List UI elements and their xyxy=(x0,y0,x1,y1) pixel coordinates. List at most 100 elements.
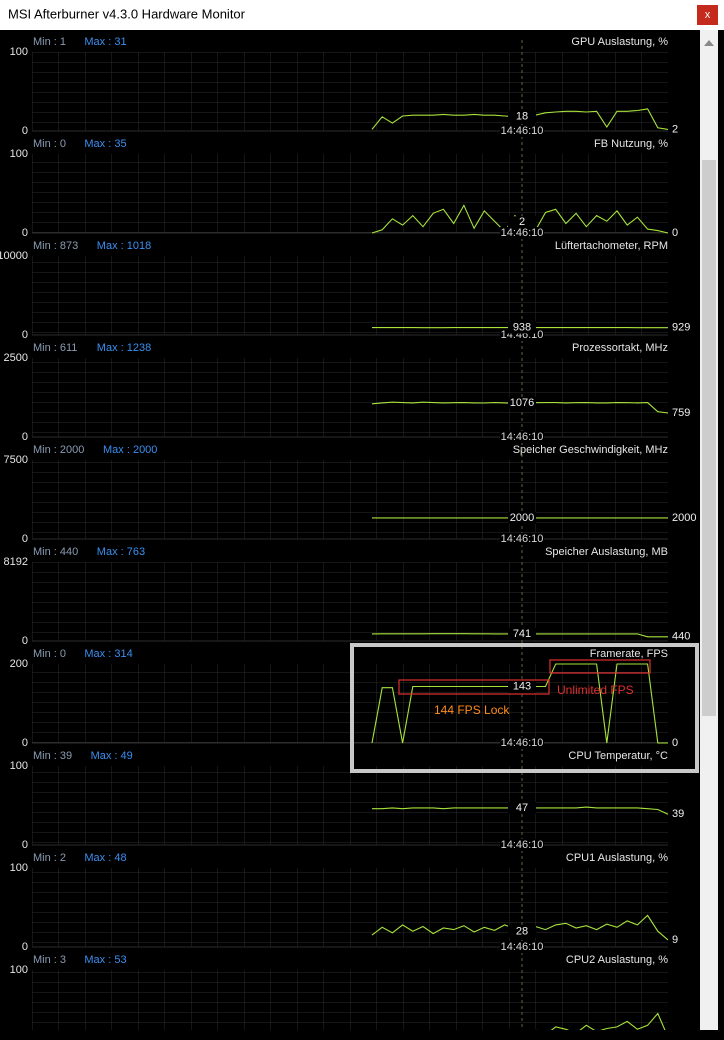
panel-name: Speicher Geschwindigkeit, MHz xyxy=(513,444,668,456)
y-min-label: 0 xyxy=(22,227,28,239)
y-max-label: 8192 xyxy=(4,556,28,568)
min-label: Min : 1 xyxy=(33,36,66,48)
cursor-value-bg xyxy=(508,925,536,938)
cursor-time: 14:46:10 xyxy=(501,737,544,749)
y-max-label: 100 xyxy=(10,760,28,772)
time-bg xyxy=(500,839,544,851)
y-max-label: 2500 xyxy=(4,352,28,364)
plot-area xyxy=(32,256,668,335)
plot-area xyxy=(32,970,668,1030)
plot-area xyxy=(32,766,668,845)
cursor-value: 2000 xyxy=(510,512,534,524)
min-label: Min : 3 xyxy=(33,954,66,966)
annotation: 144 FPS Lock xyxy=(434,703,510,717)
plot-area xyxy=(32,460,668,539)
y-max-label: 10000 xyxy=(0,250,28,262)
min-label: Min : 0 xyxy=(33,648,66,660)
scroll-up[interactable] xyxy=(704,40,714,46)
panel-name: Prozessortakt, MHz xyxy=(572,342,668,354)
cursor-value: 741 xyxy=(513,628,531,640)
min-label: Min : 39 xyxy=(33,750,72,762)
plot-area xyxy=(32,868,668,947)
min-label: Min : 2000 xyxy=(33,444,84,456)
current-value: 440 xyxy=(672,631,690,643)
time-bg xyxy=(500,227,544,239)
cursor-value-bg xyxy=(508,396,536,409)
current-value: 9 xyxy=(672,934,678,946)
max-label: Max : 763 xyxy=(97,546,145,558)
max-label: Max : 1238 xyxy=(97,342,151,354)
plot-area xyxy=(32,154,668,233)
cursor-time: 14:46:10 xyxy=(501,125,544,137)
cursor-value-bg xyxy=(508,801,536,814)
y-min-label: 0 xyxy=(22,431,28,443)
y-max-label: 100 xyxy=(10,964,28,976)
close-button[interactable] xyxy=(697,5,718,25)
min-label: Min : 440 xyxy=(33,546,78,558)
plot-area xyxy=(32,358,668,437)
panel-name: CPU2 Auslastung, % xyxy=(566,954,668,966)
time-bg xyxy=(500,431,544,443)
time-bg xyxy=(500,533,544,545)
current-value: 39 xyxy=(672,808,684,820)
min-label: Min : 2 xyxy=(33,852,66,864)
y-max-label: 200 xyxy=(10,658,28,670)
cursor-value-bg xyxy=(508,321,536,334)
current-value: 2000 xyxy=(672,512,696,524)
y-min-label: 0 xyxy=(22,533,28,545)
cursor-value: 28 xyxy=(516,1029,528,1040)
panel-name: CPU1 Auslastung, % xyxy=(566,852,668,864)
lock-box xyxy=(398,679,550,695)
current-value: 759 xyxy=(672,407,690,419)
max-label: Max : 1018 xyxy=(97,240,151,252)
scroll-thumb[interactable] xyxy=(702,160,716,716)
min-label: Min : 0 xyxy=(33,138,66,150)
cursor-time: 14:46:10 xyxy=(501,227,544,239)
y-max-label: 100 xyxy=(10,148,28,160)
max-label: Max : 49 xyxy=(91,750,133,762)
panel-name: FB Nutzung, % xyxy=(594,138,668,150)
y-min-label: 0 xyxy=(22,635,28,647)
min-label: Min : 873 xyxy=(33,240,78,252)
current-value: 0 xyxy=(672,737,678,749)
y-max-label: 100 xyxy=(10,46,28,58)
y-min-label: 0 xyxy=(22,941,28,953)
cursor-time: 14:46:10 xyxy=(501,839,544,851)
current-value: 2 xyxy=(672,123,678,135)
current-value: 929 xyxy=(672,322,690,334)
max-label: Max : 31 xyxy=(84,36,126,48)
unlimited-box xyxy=(549,659,651,674)
window-title: MSI Afterburner v4.3.0 Hardware Monitor xyxy=(8,6,246,21)
cursor-value: 143 xyxy=(513,680,531,692)
cursor-value-bg xyxy=(508,110,536,123)
time-bg xyxy=(500,941,544,953)
cursor-time: 14:46:10 xyxy=(501,533,544,545)
annotation: Unlimited FPS xyxy=(557,683,634,697)
cursor-value-bg xyxy=(508,680,536,693)
max-label: Max : 48 xyxy=(84,852,126,864)
cursor-value-bg xyxy=(508,511,536,524)
sensor-trace xyxy=(534,1012,666,1030)
y-min-label: 0 xyxy=(22,329,28,341)
panel-name: GPU Auslastung, % xyxy=(571,36,668,48)
cursor-value: 47 xyxy=(516,802,528,814)
time-bg xyxy=(500,737,544,749)
max-label: Max : 314 xyxy=(84,648,132,660)
panel-name: CPU Temperatur, °C xyxy=(568,750,668,762)
y-min-label: 0 xyxy=(22,125,28,137)
cursor-value: 2 xyxy=(519,216,525,228)
panel-name: Lüftertachometer, RPM xyxy=(555,240,668,252)
panel-name: Framerate, FPS xyxy=(590,648,668,660)
max-label: Max : 2000 xyxy=(103,444,157,456)
y-max-label: 100 xyxy=(10,862,28,874)
cursor-value-bg xyxy=(508,216,536,229)
cursor-value-bg xyxy=(508,1028,536,1030)
plot-area xyxy=(32,52,668,131)
min-label: Min : 611 xyxy=(33,342,77,354)
max-label: Max : 35 xyxy=(84,138,126,150)
cursor-time: 14:46:10 xyxy=(501,431,544,443)
panels: Min : 1 Max : 31 GPU Auslastung, % 100 0 14:4… xyxy=(0,36,696,1040)
close-label[interactable]: x xyxy=(705,9,711,21)
